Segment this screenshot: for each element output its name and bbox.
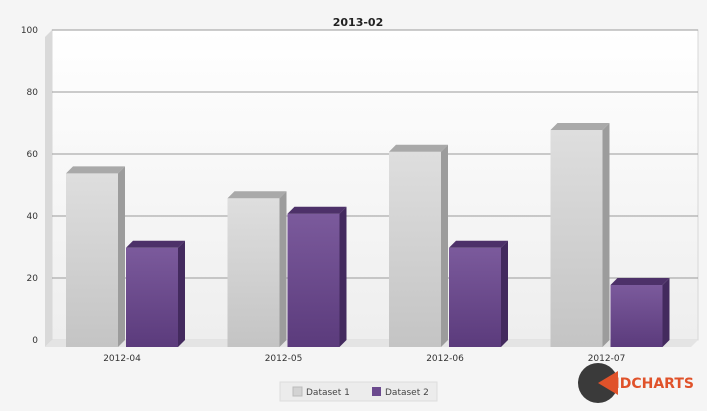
x-axis-ticks: 2012-04 2012-05 2012-06 2012-07 xyxy=(103,354,625,364)
bar-top xyxy=(550,123,610,130)
legend-box xyxy=(279,381,438,402)
bar-front xyxy=(610,285,663,347)
bar-top xyxy=(389,144,448,152)
chart-title: 2013-02 xyxy=(333,16,384,29)
bar-top xyxy=(227,191,287,199)
y-axis-ticks: 0 20 40 60 80 100 xyxy=(21,26,38,346)
bar-2-2012-05[interactable] xyxy=(287,206,347,347)
bar-2-2012-06[interactable] xyxy=(449,240,508,347)
bars xyxy=(66,123,670,347)
bar-front xyxy=(66,173,118,347)
legend-swatch-dataset-1[interactable] xyxy=(292,386,303,397)
bar-front xyxy=(449,247,501,347)
bar-side xyxy=(339,206,347,347)
bar-top xyxy=(66,166,125,174)
legend-swatch-dataset-2[interactable] xyxy=(372,387,381,396)
bar-side xyxy=(662,278,670,347)
logo-text: HDCHARTS xyxy=(608,376,694,392)
bar-front xyxy=(389,151,441,347)
bar-top xyxy=(287,206,347,214)
legend: Dataset 1 Dataset 2 xyxy=(279,381,438,402)
bar-front xyxy=(126,247,178,347)
legend-label-dataset-2[interactable]: Dataset 2 xyxy=(385,388,429,398)
logo-wedge xyxy=(598,371,618,395)
y-tick-label: 60 xyxy=(27,150,39,160)
x-tick-label: 2012-07 xyxy=(588,354,626,364)
bar-1-2012-06[interactable] xyxy=(389,144,448,347)
x-tick-label: 2012-04 xyxy=(103,354,141,364)
plot-floor xyxy=(45,340,698,347)
y-tick-label: 40 xyxy=(27,212,39,222)
plot-side-wall xyxy=(45,30,52,347)
y-tick-label: 100 xyxy=(21,26,38,36)
bar-2-2012-04[interactable] xyxy=(126,240,185,347)
bar-side xyxy=(602,123,610,347)
bar-top xyxy=(449,240,508,248)
bar-side xyxy=(441,144,448,347)
x-tick-label: 2012-06 xyxy=(426,354,464,364)
bar-side xyxy=(118,166,125,347)
bar-front xyxy=(227,198,280,347)
bar-front xyxy=(287,213,340,347)
bar-side xyxy=(178,240,185,347)
bar-front xyxy=(550,130,603,347)
bar-top xyxy=(126,240,185,248)
y-tick-label: 80 xyxy=(27,88,39,98)
y-tick-label: 20 xyxy=(27,274,39,284)
hdcharts-logo: HDCHARTS xyxy=(578,363,694,403)
bar-top xyxy=(610,278,670,285)
legend-label-dataset-1[interactable]: Dataset 1 xyxy=(306,388,350,398)
x-tick-label: 2012-05 xyxy=(265,354,303,364)
bar-side xyxy=(279,191,287,347)
bar-side xyxy=(501,240,508,347)
bar-1-2012-05[interactable] xyxy=(227,191,287,347)
bar-1-2012-07[interactable] xyxy=(550,123,610,347)
bar-2-2012-07[interactable] xyxy=(610,278,670,347)
y-tick-label: 0 xyxy=(32,336,38,346)
bar-1-2012-04[interactable] xyxy=(66,166,125,347)
